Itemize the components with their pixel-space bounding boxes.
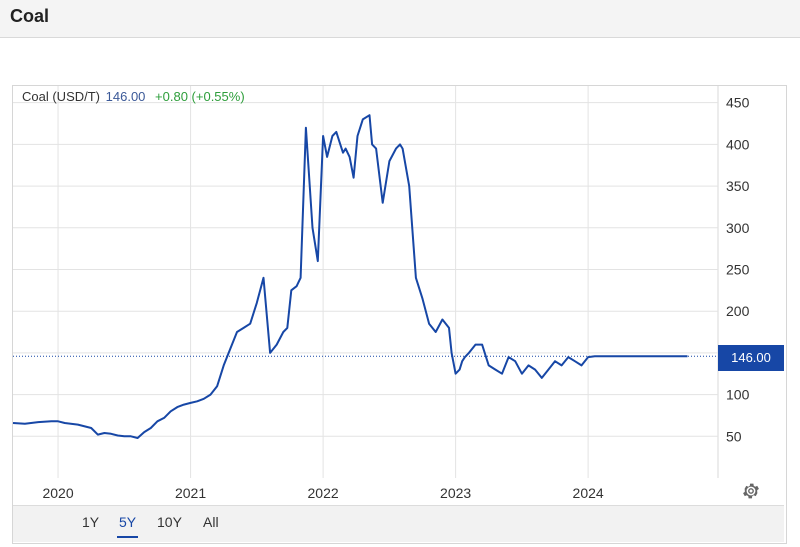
legend-change: +0.80 (+0.55%) [155, 89, 245, 104]
x-tick-label: 2022 [308, 485, 339, 501]
y-tick-label: 450 [726, 95, 750, 111]
x-tick-label: 2023 [440, 485, 471, 501]
gear-icon[interactable] [741, 481, 761, 501]
y-tick-label: 50 [726, 428, 742, 444]
current-price-badge: 146.00 [718, 345, 784, 371]
range-10y-button[interactable]: 10Y [157, 514, 182, 530]
y-tick-label: 350 [726, 178, 750, 194]
y-tick-label: 300 [726, 220, 750, 236]
series-line [12, 114, 688, 439]
x-tick-label: 2021 [175, 485, 206, 501]
x-tick-label: 2020 [42, 485, 73, 501]
chart-frame [12, 85, 787, 544]
y-tick-label: 400 [726, 136, 750, 152]
y-tick-label: 200 [726, 303, 750, 319]
page-title: Coal [10, 6, 50, 26]
range-1y-button[interactable]: 1Y [82, 514, 100, 530]
range-5y-button[interactable]: 5Y [117, 514, 139, 538]
y-tick-label: 100 [726, 387, 750, 403]
legend-series-name: Coal (USD/T) [22, 89, 101, 104]
range-all-button[interactable]: All [203, 514, 219, 530]
title-bar: Coal [0, 0, 800, 38]
x-tick-label: 2024 [573, 485, 604, 501]
legend-price: 146.00 [105, 89, 146, 104]
range-selector: 1Y 5Y 10Y All [13, 505, 784, 542]
y-tick-label: 250 [726, 261, 750, 277]
chart-legend: Coal (USD/T) 146.00 +0.80 (+0.55%) [22, 89, 245, 104]
